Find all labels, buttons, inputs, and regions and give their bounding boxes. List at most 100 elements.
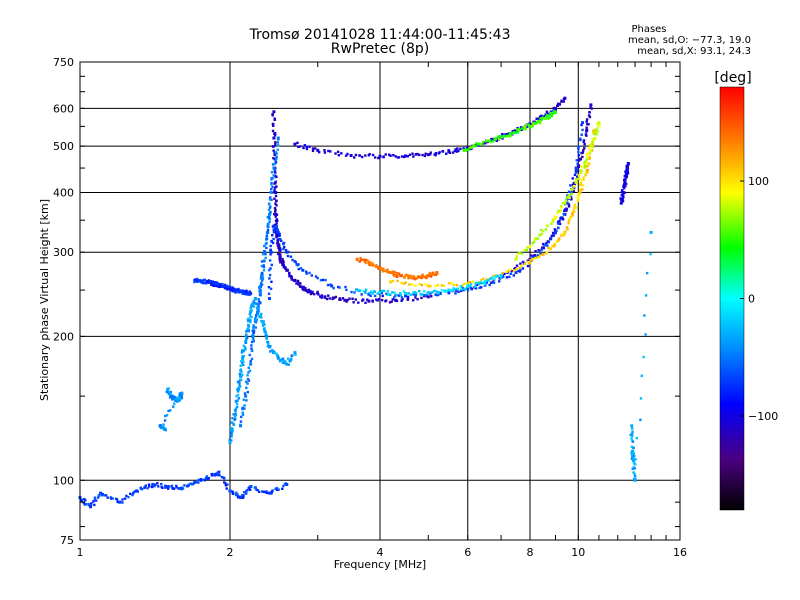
data-point: [265, 246, 268, 250]
data-point: [269, 211, 272, 214]
data-point: [268, 273, 272, 277]
data-point: [563, 96, 567, 100]
data-point: [224, 484, 228, 487]
data-point: [178, 392, 181, 395]
data-point: [334, 152, 337, 155]
data-point: [235, 394, 238, 398]
data-point: [631, 455, 634, 458]
data-point: [640, 374, 643, 378]
data-point: [238, 379, 241, 383]
data-point: [275, 233, 278, 237]
data-point: [231, 430, 234, 433]
data-point: [261, 253, 265, 256]
data-point: [234, 413, 238, 417]
data-point: [261, 277, 265, 280]
data-point: [584, 161, 588, 165]
data-point: [585, 120, 588, 123]
data-point: [589, 149, 592, 152]
data-point: [286, 357, 290, 360]
data-point: [245, 333, 248, 337]
colorbar-ticks: 100 0 −100: [740, 175, 778, 423]
data-point: [580, 151, 583, 155]
data-point: [272, 110, 276, 114]
data-point: [265, 236, 268, 239]
data-point: [555, 229, 558, 233]
data-point: [591, 144, 595, 147]
data-point: [429, 285, 432, 288]
data-point: [382, 289, 386, 293]
data-point: [368, 263, 371, 267]
data-point: [271, 129, 275, 133]
data-point: [512, 131, 515, 134]
data-point: [498, 280, 501, 283]
data-point: [247, 486, 250, 490]
data-point: [247, 366, 250, 369]
data-point: [386, 268, 389, 271]
data-point: [488, 139, 492, 142]
data-point: [263, 490, 267, 494]
data-point: [258, 288, 262, 292]
data-point: [482, 277, 485, 281]
data-point: [399, 292, 402, 295]
data-point: [363, 260, 367, 263]
data-point: [581, 184, 585, 187]
data-point: [278, 249, 282, 252]
data-point: [518, 129, 521, 132]
data-point: [356, 289, 360, 292]
data-point: [468, 284, 472, 288]
data-point: [573, 205, 577, 208]
data-point: [267, 208, 271, 212]
data-point: [252, 326, 255, 330]
data-point: [259, 301, 262, 305]
data-point: [241, 411, 244, 414]
data-point: [428, 271, 431, 275]
data-point: [353, 291, 356, 294]
data-point: [521, 267, 525, 270]
data-point: [229, 489, 232, 493]
data-point: [399, 293, 403, 297]
data-point: [582, 149, 585, 152]
data-point: [173, 402, 176, 405]
data-point: [346, 298, 349, 302]
data-point: [566, 227, 569, 231]
data-point: [255, 313, 258, 317]
data-point: [271, 123, 275, 126]
data-point: [154, 483, 157, 486]
data-point: [391, 270, 395, 273]
data-point: [574, 206, 578, 209]
data-point: [540, 248, 543, 251]
data-point: [265, 337, 269, 341]
y-tick-label: 600: [53, 102, 74, 115]
data-point: [537, 250, 541, 254]
data-point: [451, 151, 455, 154]
data-point: [249, 362, 253, 366]
data-point: [271, 241, 275, 245]
data-point: [237, 495, 240, 498]
data-point: [367, 292, 371, 296]
data-point: [580, 123, 583, 127]
data-point: [624, 180, 627, 183]
data-point: [468, 146, 471, 150]
data-point: [246, 382, 249, 385]
data-point: [649, 230, 653, 234]
data-point: [265, 491, 269, 495]
data-point: [565, 201, 569, 205]
data-point: [411, 152, 414, 155]
data-point: [254, 326, 258, 329]
data-point: [434, 273, 437, 276]
data-point: [367, 259, 370, 263]
data-point: [311, 149, 315, 153]
data-point: [270, 177, 274, 180]
data-point: [625, 167, 628, 170]
data-point: [621, 196, 625, 199]
data-point: [268, 259, 272, 262]
data-point: [471, 145, 474, 149]
data-point: [263, 244, 266, 248]
y-tick-label: 400: [53, 186, 74, 199]
data-point: [226, 288, 229, 291]
data-point: [282, 243, 285, 246]
data-point: [92, 500, 95, 503]
data-point: [466, 148, 470, 152]
data-point: [438, 151, 441, 154]
data-point: [579, 137, 582, 141]
